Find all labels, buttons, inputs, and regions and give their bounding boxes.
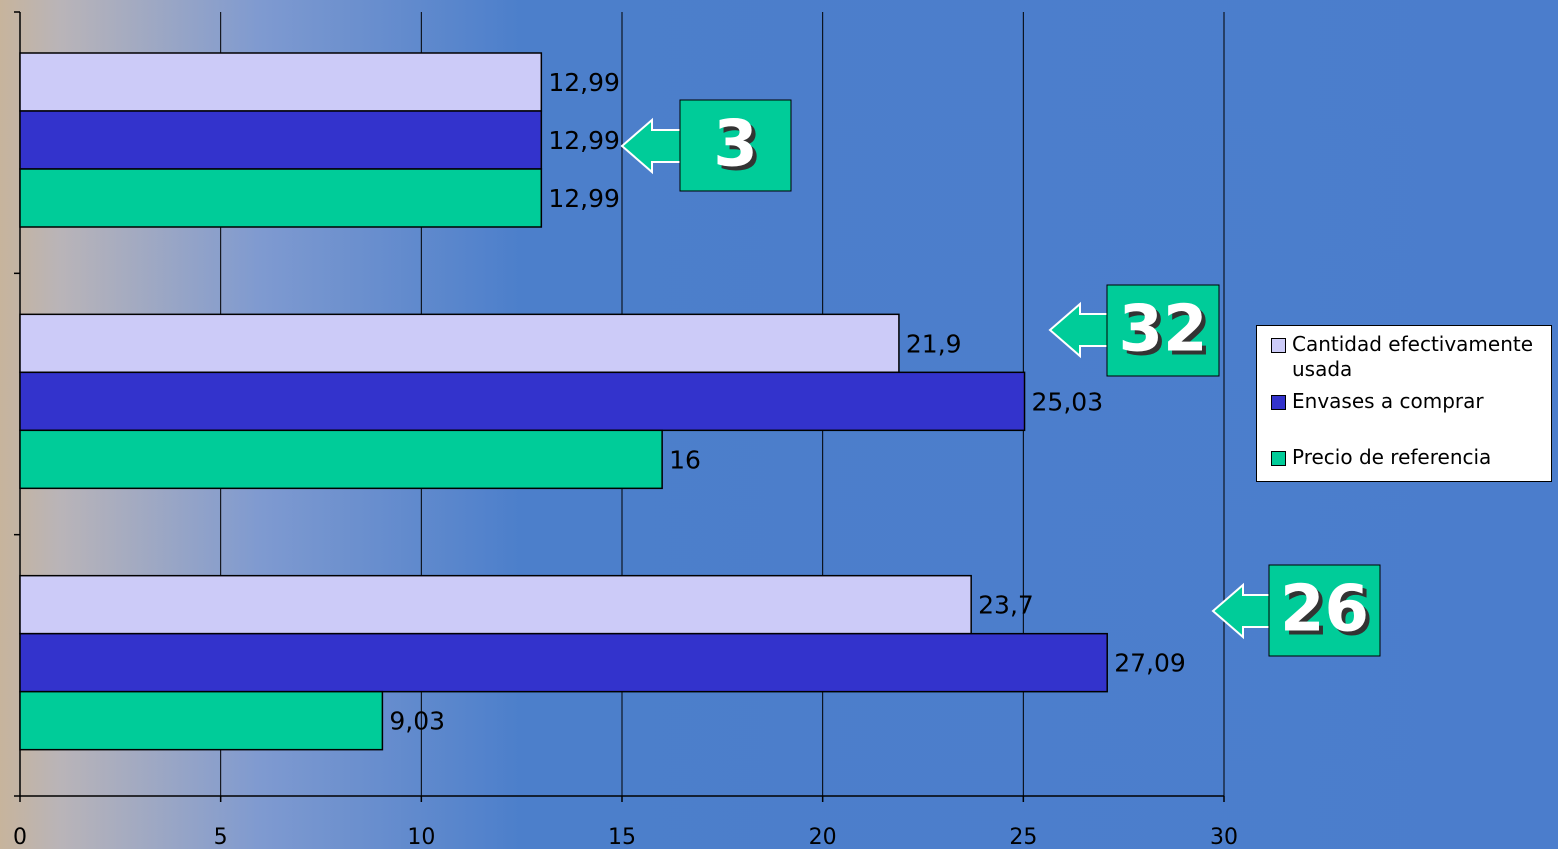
bar <box>19 690 384 751</box>
callout-number: 3 <box>713 108 758 182</box>
legend-label-cantidad: Cantidad efectivamente usada <box>1292 332 1534 381</box>
x-tick-label: 10 <box>407 825 435 849</box>
callout-box <box>679 99 792 192</box>
bar-value-label: 12,99 <box>548 126 620 155</box>
callout-box <box>1106 284 1220 377</box>
bar <box>19 371 1026 432</box>
bar-value-label: 16 <box>669 445 701 474</box>
bar-value-label: 12,99 <box>548 68 620 97</box>
legend: Cantidad efectivamente usada Envases a c… <box>1256 325 1552 482</box>
legend-swatch-envases <box>1271 395 1286 410</box>
bar-value-label: 12,99 <box>548 184 620 213</box>
bar <box>19 632 1108 693</box>
legend-label-precio: Precio de referencia <box>1292 445 1492 469</box>
legend-label-envases: Envases a comprar <box>1292 389 1484 413</box>
x-tick-label: 20 <box>809 825 837 849</box>
x-tick-label: 30 <box>1210 825 1238 849</box>
bar-value-label: 9,03 <box>389 707 445 736</box>
bar <box>19 52 543 112</box>
bar-value-label: 23,7 <box>978 591 1034 620</box>
callout-number-shadow: 26 <box>1284 577 1373 651</box>
legend-swatch-precio <box>1271 451 1286 466</box>
callout-number: 32 <box>1118 293 1207 367</box>
legend-swatch-cantidad <box>1271 338 1286 353</box>
bar <box>19 168 543 228</box>
legend-item-cantidad: Cantidad efectivamente usada <box>1271 332 1547 382</box>
callout-number-shadow: 3 <box>717 112 762 186</box>
bar-value-label: 25,03 <box>1032 387 1104 416</box>
legend-item-envases: Envases a comprar <box>1271 389 1547 414</box>
bar <box>19 574 972 635</box>
callout-box <box>1268 564 1381 657</box>
bar-value-label: 21,9 <box>906 329 962 358</box>
legend-item-precio: Precio de referencia <box>1271 445 1547 470</box>
x-tick-label: 0 <box>13 825 27 849</box>
bar <box>19 429 663 490</box>
callout-number: 26 <box>1280 573 1369 647</box>
callout-number-shadow: 32 <box>1122 297 1211 371</box>
bar <box>19 110 543 170</box>
x-tick-label: 15 <box>608 825 636 849</box>
x-tick-label: 5 <box>214 825 228 849</box>
x-tick-label: 25 <box>1009 825 1037 849</box>
bar-value-label: 27,09 <box>1114 649 1186 678</box>
bar <box>19 313 900 374</box>
